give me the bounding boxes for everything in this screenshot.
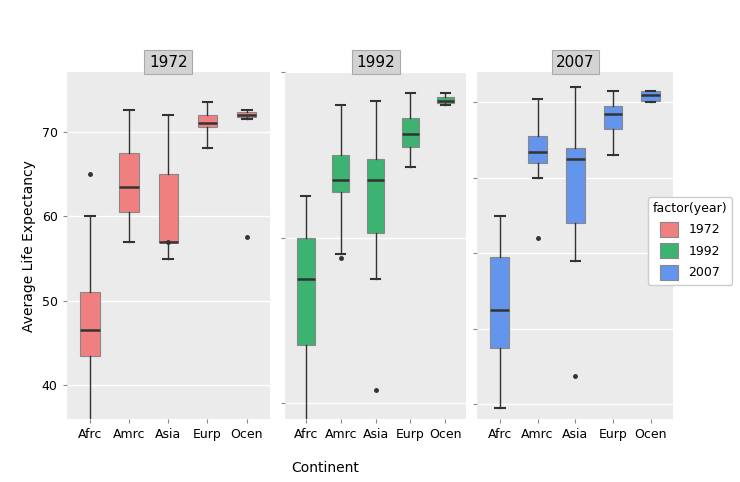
PathPatch shape xyxy=(198,115,218,127)
PathPatch shape xyxy=(367,159,384,233)
PathPatch shape xyxy=(297,238,314,345)
PathPatch shape xyxy=(642,91,660,101)
PathPatch shape xyxy=(119,153,139,212)
PathPatch shape xyxy=(491,257,509,348)
Title: 2007: 2007 xyxy=(556,55,595,70)
PathPatch shape xyxy=(566,148,585,223)
Legend: 1972, 1992, 2007: 1972, 1992, 2007 xyxy=(648,197,733,285)
Y-axis label: Average Life Expectancy: Average Life Expectancy xyxy=(22,160,36,332)
PathPatch shape xyxy=(528,136,547,163)
Title: 1992: 1992 xyxy=(356,55,395,70)
Text: Continent: Continent xyxy=(292,461,360,475)
PathPatch shape xyxy=(237,112,256,117)
PathPatch shape xyxy=(437,97,454,103)
PathPatch shape xyxy=(402,118,419,147)
PathPatch shape xyxy=(81,293,100,356)
PathPatch shape xyxy=(158,174,178,241)
PathPatch shape xyxy=(332,155,349,192)
PathPatch shape xyxy=(604,106,622,129)
Title: 1972: 1972 xyxy=(149,55,188,70)
